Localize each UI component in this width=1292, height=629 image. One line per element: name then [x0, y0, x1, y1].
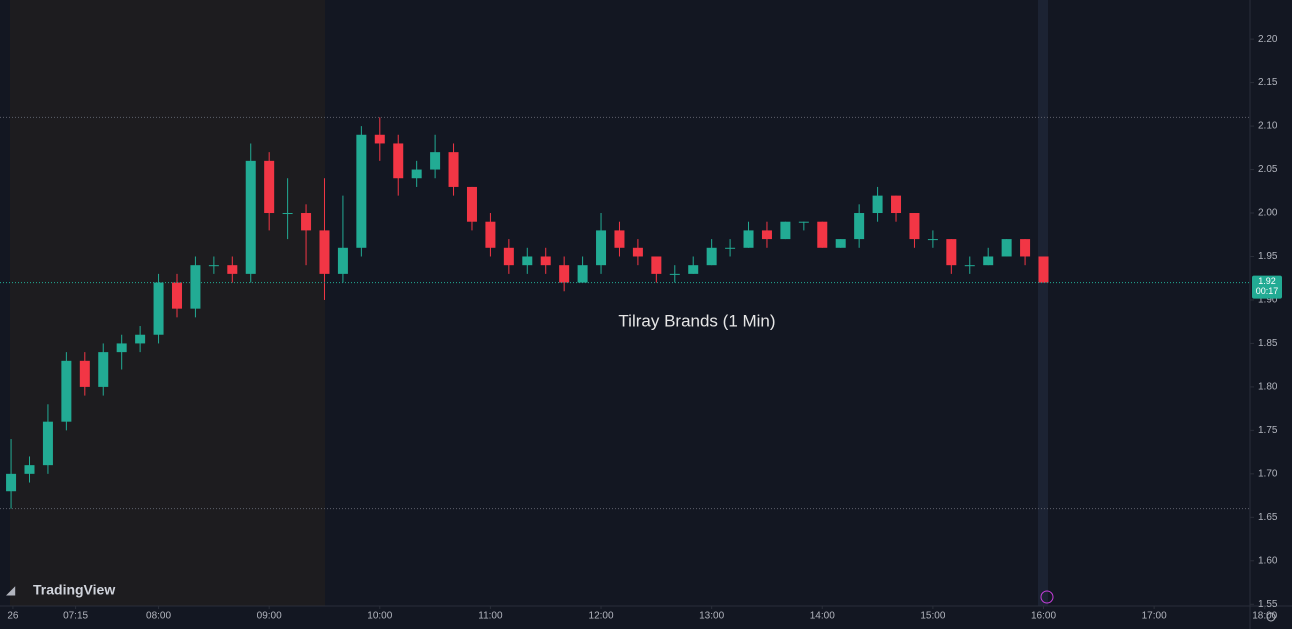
candle-body: [61, 360, 72, 422]
candle-body: [540, 256, 551, 266]
candle-body: [466, 186, 477, 222]
candle-body: [374, 134, 385, 144]
x-tick-label: 17:00: [1142, 611, 1167, 622]
candle-body: [614, 230, 625, 248]
candle-body: [301, 213, 312, 231]
candle-body: [577, 265, 588, 283]
candle-body: [1038, 256, 1049, 283]
candle-body: [669, 273, 680, 275]
candle-body: [522, 256, 533, 266]
candle-body: [356, 134, 367, 248]
candle-body: [964, 265, 975, 267]
candle-body: [854, 213, 865, 240]
x-tick-label: 14:00: [810, 611, 835, 622]
y-tick-label: 1.75: [1258, 425, 1278, 436]
candle-body: [6, 473, 17, 492]
x-tick-label: 18:00: [1252, 611, 1277, 622]
candle-body: [448, 152, 459, 187]
watermark: TradingView: [33, 582, 115, 598]
y-tick-label: 2.00: [1258, 208, 1278, 219]
x-tick-label: 15:00: [920, 611, 945, 622]
x-tick-label: 10:00: [367, 611, 392, 622]
candle-body: [485, 221, 496, 248]
candle-body: [946, 239, 957, 266]
y-tick-label: 2.20: [1258, 34, 1278, 45]
candle-body: [706, 247, 717, 266]
candle-body: [264, 160, 275, 214]
candle-body: [190, 265, 201, 309]
y-tick-label: 1.90: [1258, 295, 1278, 306]
y-tick-label: 1.85: [1258, 338, 1278, 349]
candle-body: [559, 265, 570, 283]
logo-mark: ◢: [6, 583, 16, 597]
candle-body: [1001, 239, 1012, 257]
y-tick-label: 1.95: [1258, 251, 1278, 262]
countdown-label: 00:17: [1256, 286, 1279, 296]
candle-body: [983, 256, 994, 266]
candle-body: [227, 265, 238, 274]
x-tick-label: 11:00: [478, 611, 503, 622]
session-marker: [1038, 0, 1048, 606]
candle-body: [503, 247, 514, 266]
y-tick-label: 2.15: [1258, 77, 1278, 88]
candle-body: [98, 352, 109, 387]
candle-body: [761, 230, 772, 240]
candle-body: [171, 282, 182, 309]
settings-icon[interactable]: [1266, 612, 1276, 622]
last-price-box: [1252, 275, 1282, 299]
y-tick-label: 1.70: [1258, 468, 1278, 479]
candle-body: [927, 239, 938, 241]
candle-body: [872, 195, 883, 214]
x-tick-label: 07:15: [63, 611, 88, 622]
x-tick-label: 16:00: [1031, 611, 1056, 622]
candle-body: [688, 265, 699, 274]
candle-body: [337, 247, 348, 274]
candle-body: [1020, 239, 1031, 257]
candle-body: [430, 152, 441, 170]
candle-body: [743, 230, 754, 248]
candle-body: [798, 221, 809, 223]
candle-body: [632, 247, 643, 257]
candle-body: [79, 360, 90, 387]
annotation: Tilray Brands (1 Min): [618, 311, 775, 330]
candle-body: [596, 230, 607, 266]
x-tick-label: 26: [7, 611, 19, 622]
x-tick-label: 08:00: [146, 611, 171, 622]
candle-body: [208, 265, 219, 267]
candle-body: [651, 256, 662, 274]
candle-body: [725, 247, 736, 249]
last-price-label: 1.92: [1258, 276, 1276, 286]
x-tick-label: 13:00: [699, 611, 724, 622]
y-tick-label: 1.65: [1258, 512, 1278, 523]
candle-body: [116, 343, 127, 353]
candle-body: [411, 169, 422, 179]
event-icon[interactable]: [1040, 590, 1054, 604]
candle-body: [817, 221, 828, 248]
candle-body: [835, 239, 846, 248]
y-tick-label: 1.80: [1258, 382, 1278, 393]
candle-body: [42, 421, 53, 466]
x-tick-label: 09:00: [257, 611, 282, 622]
y-tick-label: 2.10: [1258, 121, 1278, 132]
candle-body: [319, 230, 330, 274]
candle-body: [245, 160, 256, 274]
candle-body: [891, 195, 902, 214]
candle-body: [393, 143, 404, 179]
premarket-shade: [10, 0, 325, 606]
x-tick-label: 12:00: [589, 611, 614, 622]
candle-body: [153, 282, 164, 335]
candle-body: [909, 213, 920, 240]
candle-body: [135, 334, 146, 344]
candle-body: [780, 221, 791, 240]
candle-body: [282, 213, 293, 215]
y-tick-label: 1.60: [1258, 555, 1278, 566]
y-tick-label: 2.05: [1258, 164, 1278, 175]
y-tick-label: 1.55: [1258, 599, 1278, 610]
candle-body: [24, 465, 35, 474]
